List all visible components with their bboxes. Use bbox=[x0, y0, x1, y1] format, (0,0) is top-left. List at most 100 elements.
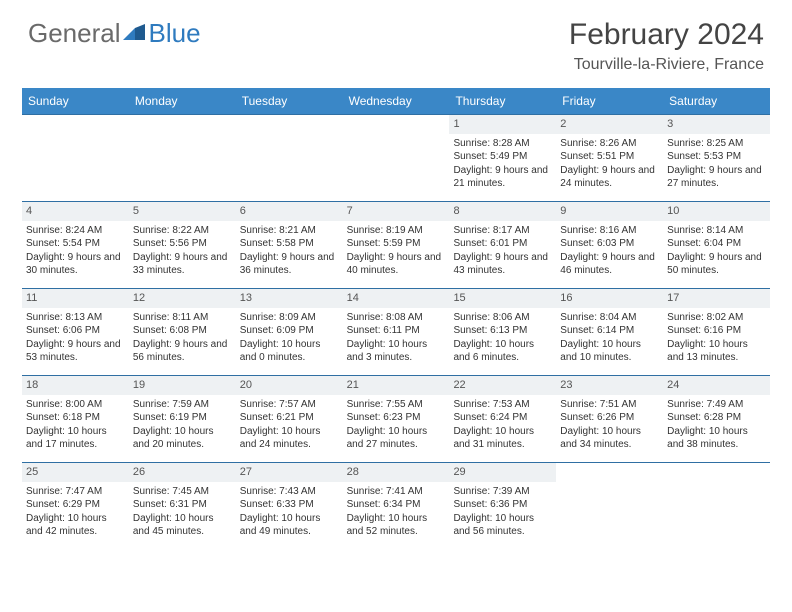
week-row: 18 Sunrise: 8:00 AM Sunset: 6:18 PM Dayli… bbox=[22, 375, 770, 462]
day-info: Sunrise: 8:06 AM Sunset: 6:13 PM Dayligh… bbox=[453, 311, 552, 365]
day-number: 11 bbox=[22, 289, 129, 308]
day-number: 29 bbox=[449, 463, 556, 482]
day-number: 26 bbox=[129, 463, 236, 482]
day-info: Sunrise: 8:28 AM Sunset: 5:49 PM Dayligh… bbox=[453, 137, 552, 191]
calendar-cell: 7 Sunrise: 8:19 AM Sunset: 5:59 PM Daylig… bbox=[343, 202, 450, 288]
day-number: 2 bbox=[556, 115, 663, 134]
day-info: Sunrise: 8:24 AM Sunset: 5:54 PM Dayligh… bbox=[26, 224, 125, 278]
calendar-cell: 15 Sunrise: 8:06 AM Sunset: 6:13 PM Dayli… bbox=[449, 289, 556, 375]
day-header: Monday bbox=[129, 88, 236, 114]
day-number: 18 bbox=[22, 376, 129, 395]
day-number: 13 bbox=[236, 289, 343, 308]
day-header: Saturday bbox=[663, 88, 770, 114]
calendar-cell: 25Sunrise: 7:47 AM Sunset: 6:29 PM Dayli… bbox=[22, 463, 129, 549]
day-info: Sunrise: 8:00 AM Sunset: 6:18 PM Dayligh… bbox=[26, 398, 125, 452]
day-number: 10 bbox=[663, 202, 770, 221]
calendar-cell: 4Sunrise: 8:24 AM Sunset: 5:54 PM Daylig… bbox=[22, 202, 129, 288]
calendar-cell: 13 Sunrise: 8:09 AM Sunset: 6:09 PM Dayli… bbox=[236, 289, 343, 375]
day-info: Sunrise: 8:16 AM Sunset: 6:03 PM Dayligh… bbox=[560, 224, 659, 278]
day-info: Sunrise: 7:47 AM Sunset: 6:29 PM Dayligh… bbox=[26, 485, 125, 539]
calendar-cell: 3 Sunrise: 8:25 AM Sunset: 5:53 PM Daylig… bbox=[663, 115, 770, 201]
day-header-row: SundayMondayTuesdayWednesdayThursdayFrid… bbox=[22, 88, 770, 114]
day-info: Sunrise: 8:22 AM Sunset: 5:56 PM Dayligh… bbox=[133, 224, 232, 278]
month-title: February 2024 bbox=[569, 18, 764, 52]
day-info: Sunrise: 7:59 AM Sunset: 6:19 PM Dayligh… bbox=[133, 398, 232, 452]
calendar-cell: 16 Sunrise: 8:04 AM Sunset: 6:14 PM Dayli… bbox=[556, 289, 663, 375]
week-row: 25Sunrise: 7:47 AM Sunset: 6:29 PM Dayli… bbox=[22, 462, 770, 549]
brand-part2: Blue bbox=[149, 18, 201, 49]
day-info: Sunrise: 8:26 AM Sunset: 5:51 PM Dayligh… bbox=[560, 137, 659, 191]
day-info: Sunrise: 8:08 AM Sunset: 6:11 PM Dayligh… bbox=[347, 311, 446, 365]
week-row: 11 Sunrise: 8:13 AM Sunset: 6:06 PM Dayli… bbox=[22, 288, 770, 375]
calendar-cell: 12 Sunrise: 8:11 AM Sunset: 6:08 PM Dayli… bbox=[129, 289, 236, 375]
day-info: Sunrise: 7:57 AM Sunset: 6:21 PM Dayligh… bbox=[240, 398, 339, 452]
brand-logo: General Blue bbox=[28, 18, 201, 49]
day-number: 16 bbox=[556, 289, 663, 308]
calendar-cell: 10 Sunrise: 8:14 AM Sunset: 6:04 PM Dayli… bbox=[663, 202, 770, 288]
day-number: 21 bbox=[343, 376, 450, 395]
calendar-cell: 9Sunrise: 8:16 AM Sunset: 6:03 PM Daylig… bbox=[556, 202, 663, 288]
day-number: 3 bbox=[663, 115, 770, 134]
day-number: 28 bbox=[343, 463, 450, 482]
title-block: February 2024 Tourville-la-Riviere, Fran… bbox=[569, 18, 764, 74]
brand-mark-icon bbox=[123, 18, 147, 49]
day-header: Friday bbox=[556, 88, 663, 114]
weeks-container: 1 Sunrise: 8:28 AM Sunset: 5:49 PM Daylig… bbox=[22, 114, 770, 549]
day-header: Wednesday bbox=[343, 88, 450, 114]
day-number: 1 bbox=[449, 115, 556, 134]
day-number: 17 bbox=[663, 289, 770, 308]
calendar-cell: 27 Sunrise: 7:43 AM Sunset: 6:33 PM Dayli… bbox=[236, 463, 343, 549]
calendar-cell: 2 Sunrise: 8:26 AM Sunset: 5:51 PM Daylig… bbox=[556, 115, 663, 201]
day-number: 14 bbox=[343, 289, 450, 308]
day-info: Sunrise: 8:19 AM Sunset: 5:59 PM Dayligh… bbox=[347, 224, 446, 278]
calendar-cell: 22Sunrise: 7:53 AM Sunset: 6:24 PM Dayli… bbox=[449, 376, 556, 462]
day-number: 15 bbox=[449, 289, 556, 308]
calendar-cell: 17 Sunrise: 8:02 AM Sunset: 6:16 PM Dayli… bbox=[663, 289, 770, 375]
calendar-cell: 19 Sunrise: 7:59 AM Sunset: 6:19 PM Dayli… bbox=[129, 376, 236, 462]
day-number: 23 bbox=[556, 376, 663, 395]
calendar-cell: 20 Sunrise: 7:57 AM Sunset: 6:21 PM Dayli… bbox=[236, 376, 343, 462]
day-info: Sunrise: 8:21 AM Sunset: 5:58 PM Dayligh… bbox=[240, 224, 339, 278]
day-info: Sunrise: 8:04 AM Sunset: 6:14 PM Dayligh… bbox=[560, 311, 659, 365]
brand-part1: General bbox=[28, 18, 121, 49]
day-info: Sunrise: 8:09 AM Sunset: 6:09 PM Dayligh… bbox=[240, 311, 339, 365]
day-number: 7 bbox=[343, 202, 450, 221]
calendar-cell bbox=[22, 115, 129, 201]
day-number: 27 bbox=[236, 463, 343, 482]
day-info: Sunrise: 7:51 AM Sunset: 6:26 PM Dayligh… bbox=[560, 398, 659, 452]
calendar-cell: 28 Sunrise: 7:41 AM Sunset: 6:34 PM Dayli… bbox=[343, 463, 450, 549]
day-info: Sunrise: 7:53 AM Sunset: 6:24 PM Dayligh… bbox=[453, 398, 552, 452]
header: General Blue February 2024 Tourville-la-… bbox=[0, 0, 792, 82]
calendar-cell: 8Sunrise: 8:17 AM Sunset: 6:01 PM Daylig… bbox=[449, 202, 556, 288]
calendar: SundayMondayTuesdayWednesdayThursdayFrid… bbox=[22, 88, 770, 549]
calendar-cell bbox=[129, 115, 236, 201]
day-number: 19 bbox=[129, 376, 236, 395]
calendar-cell: 18 Sunrise: 8:00 AM Sunset: 6:18 PM Dayli… bbox=[22, 376, 129, 462]
day-header: Thursday bbox=[449, 88, 556, 114]
day-info: Sunrise: 8:25 AM Sunset: 5:53 PM Dayligh… bbox=[667, 137, 766, 191]
day-info: Sunrise: 8:13 AM Sunset: 6:06 PM Dayligh… bbox=[26, 311, 125, 365]
calendar-cell: 1 Sunrise: 8:28 AM Sunset: 5:49 PM Daylig… bbox=[449, 115, 556, 201]
day-number: 6 bbox=[236, 202, 343, 221]
day-info: Sunrise: 7:39 AM Sunset: 6:36 PM Dayligh… bbox=[453, 485, 552, 539]
day-number: 24 bbox=[663, 376, 770, 395]
calendar-cell bbox=[236, 115, 343, 201]
calendar-cell bbox=[343, 115, 450, 201]
calendar-cell bbox=[556, 463, 663, 549]
day-info: Sunrise: 8:02 AM Sunset: 6:16 PM Dayligh… bbox=[667, 311, 766, 365]
day-info: Sunrise: 8:14 AM Sunset: 6:04 PM Dayligh… bbox=[667, 224, 766, 278]
day-info: Sunrise: 8:17 AM Sunset: 6:01 PM Dayligh… bbox=[453, 224, 552, 278]
calendar-cell: 21 Sunrise: 7:55 AM Sunset: 6:23 PM Dayli… bbox=[343, 376, 450, 462]
day-info: Sunrise: 7:55 AM Sunset: 6:23 PM Dayligh… bbox=[347, 398, 446, 452]
day-info: Sunrise: 7:49 AM Sunset: 6:28 PM Dayligh… bbox=[667, 398, 766, 452]
calendar-cell: 11 Sunrise: 8:13 AM Sunset: 6:06 PM Dayli… bbox=[22, 289, 129, 375]
day-number: 12 bbox=[129, 289, 236, 308]
calendar-cell: 6 Sunrise: 8:21 AM Sunset: 5:58 PM Daylig… bbox=[236, 202, 343, 288]
calendar-cell: 5Sunrise: 8:22 AM Sunset: 5:56 PM Daylig… bbox=[129, 202, 236, 288]
day-header: Tuesday bbox=[236, 88, 343, 114]
day-info: Sunrise: 8:11 AM Sunset: 6:08 PM Dayligh… bbox=[133, 311, 232, 365]
calendar-cell bbox=[663, 463, 770, 549]
day-info: Sunrise: 7:43 AM Sunset: 6:33 PM Dayligh… bbox=[240, 485, 339, 539]
day-number: 20 bbox=[236, 376, 343, 395]
day-info: Sunrise: 7:41 AM Sunset: 6:34 PM Dayligh… bbox=[347, 485, 446, 539]
